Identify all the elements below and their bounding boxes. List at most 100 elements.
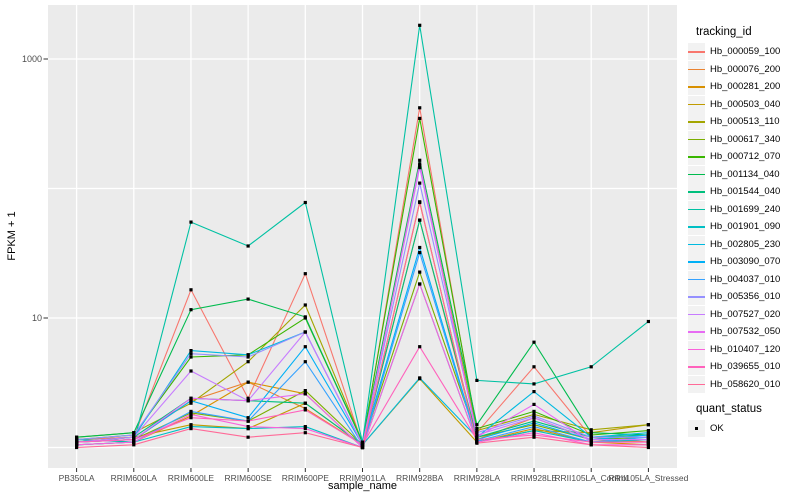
series-color-line-icon (688, 313, 705, 315)
data-point (132, 443, 136, 447)
data-point (532, 402, 536, 406)
data-point (646, 319, 650, 324)
data-point (303, 345, 307, 349)
legend-item: Hb_007527_020 (688, 305, 800, 324)
legend-key-box (688, 183, 705, 201)
data-point (132, 435, 136, 439)
y-tick-label: 1000 (21, 54, 42, 64)
x-tick-label: RRIM928LE (510, 473, 558, 483)
data-point (246, 435, 250, 439)
series-color-line-icon (688, 121, 705, 123)
x-tick-label: RRIM928BA (396, 473, 444, 483)
ok-square-marker-icon (694, 427, 699, 431)
series-color-line-icon (688, 208, 705, 210)
x-tick-label: RRIM600SE (224, 473, 272, 483)
legend-key-box (688, 340, 705, 358)
legend-item: Hb_000076_200 (688, 60, 800, 79)
data-point (246, 380, 250, 384)
data-point (246, 399, 250, 403)
legend-item-label: Hb_039655_010 (710, 361, 781, 373)
data-point (532, 423, 536, 427)
legend-item: Hb_000503_040 (688, 95, 800, 114)
legend-item: Hb_039655_010 (688, 358, 800, 376)
data-point (646, 438, 650, 442)
legend-item-label: Hb_000059_100 (710, 46, 781, 58)
data-point (360, 440, 365, 444)
legend-key-box (688, 78, 705, 96)
data-point (532, 429, 536, 433)
data-point (532, 431, 536, 435)
legend-key-box (688, 113, 705, 131)
legend-item-label: Hb_000712_070 (710, 151, 781, 163)
data-point (189, 425, 193, 429)
data-point (189, 349, 193, 353)
legend-item-label: Hb_005356_010 (710, 291, 781, 303)
legend-item: Hb_010407_120 (688, 340, 800, 359)
data-point (132, 433, 136, 437)
data-point (532, 382, 536, 386)
data-point (189, 355, 193, 359)
data-point (303, 392, 307, 396)
data-point (189, 352, 193, 356)
legend-key-box (688, 200, 705, 218)
data-point (246, 416, 250, 420)
data-point (189, 427, 193, 431)
legend-key-box (688, 130, 705, 148)
data-point (646, 443, 650, 447)
series-color-line-icon (688, 86, 705, 88)
data-point (75, 445, 79, 450)
data-point (189, 416, 193, 420)
data-point (646, 435, 650, 439)
data-point (646, 423, 650, 427)
data-point (246, 425, 250, 429)
data-point (189, 423, 193, 427)
data-point (532, 419, 536, 423)
data-point (418, 245, 422, 250)
data-point (303, 431, 307, 435)
legend-key-box (688, 218, 705, 236)
data-point (418, 162, 422, 166)
data-point (360, 445, 365, 450)
legend-item-label: Hb_000281_200 (710, 81, 781, 93)
data-point (246, 427, 250, 431)
data-point (132, 431, 136, 435)
series-color-line-icon (688, 68, 705, 70)
data-point (532, 427, 536, 431)
legend-key-box (688, 420, 705, 438)
legend-item-label: Hb_000503_040 (710, 98, 781, 110)
legend-item-label: Hb_002805_230 (710, 238, 781, 250)
data-point (532, 340, 536, 344)
legend-key-box (688, 270, 705, 288)
legend-item-label: Hb_001901_090 (710, 221, 781, 233)
data-point (303, 389, 307, 393)
data-point (532, 435, 536, 439)
data-point (303, 303, 307, 307)
data-point (589, 435, 593, 439)
data-point (475, 435, 479, 439)
data-point (532, 414, 536, 418)
series-color-line-icon (688, 261, 705, 263)
legend-item-label: Hb_058620_010 (710, 378, 781, 390)
data-point (475, 429, 479, 433)
data-point (189, 409, 193, 413)
legend-item-label: Hb_010407_120 (710, 343, 781, 355)
legend-title-tracking-id: tracking_id (696, 26, 752, 38)
legend-key-box (688, 43, 705, 61)
series-color-line-icon (688, 243, 705, 245)
series-color-line-icon (688, 331, 705, 333)
data-point (246, 355, 250, 359)
legend-key-box (688, 305, 705, 323)
series-color-line-icon (688, 226, 705, 228)
data-point (418, 181, 422, 185)
data-point (532, 409, 536, 413)
data-point (303, 272, 307, 276)
data-point (589, 440, 593, 444)
legend-item: Hb_007532_050 (688, 323, 800, 341)
legend-item: Hb_058620_010 (688, 375, 800, 394)
data-point (589, 365, 593, 369)
legend-key-box (688, 235, 705, 253)
legend-key-box (688, 165, 705, 183)
data-point (532, 421, 536, 425)
